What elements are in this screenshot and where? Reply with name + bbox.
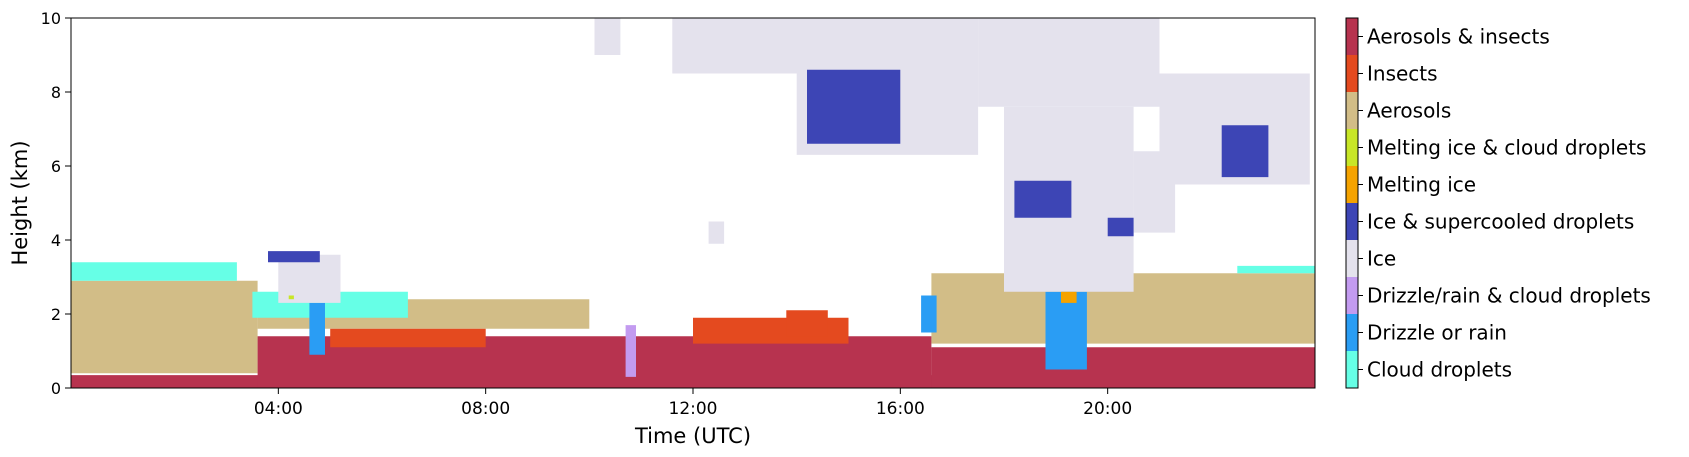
colorbar-swatch-aerosols [1346, 92, 1358, 129]
colorbar-swatch-cloud-droplets [1346, 351, 1358, 388]
colorbar-swatch-melting-ice [1346, 166, 1358, 203]
x-tick-label: 16:00 [876, 399, 925, 419]
y-tick-label: 8 [51, 83, 61, 102]
region-ice-16 [594, 18, 621, 55]
colorbar-swatch-ice [1346, 240, 1358, 277]
region-melting-ice-cloud-droplets-31 [288, 295, 294, 300]
colorbar-label-aerosols: Aerosols [1367, 99, 1451, 123]
region-drizzle-or-rain-13 [921, 295, 937, 333]
region-drizzle-rain-cloud-droplets-15 [625, 325, 636, 377]
colorbar-swatch-drizzle-or-rain [1346, 314, 1358, 351]
region-ice-supercooled-droplets-27 [1107, 217, 1134, 237]
region-aerosols-insects-4 [257, 336, 932, 388]
x-tick-label: 20:00 [1083, 399, 1132, 419]
colorbar-swatch-insects [1346, 55, 1358, 92]
colorbar-swatch-melting-ice-cloud-droplets [1346, 129, 1358, 166]
colorbar-label-drizzle-rain-cloud-droplets: Drizzle/rain & cloud droplets [1367, 284, 1651, 308]
y-axis-label: Height (km) [8, 140, 32, 265]
plot-area [70, 17, 1316, 389]
region-ice-19 [978, 18, 1160, 107]
y-tick-label: 10 [41, 9, 61, 28]
region-ice-23 [278, 254, 341, 303]
region-drizzle-or-rain-14 [1045, 291, 1087, 370]
classification-regions [71, 18, 1315, 388]
region-ice-supercooled-droplets-29 [268, 251, 320, 263]
colorbar-swatch-ice-supercooled-droplets [1346, 203, 1358, 240]
colorbar-label-aerosols-insects: Aerosols & insects [1367, 25, 1550, 49]
region-aerosols-0 [71, 280, 258, 374]
y-axis: 0 2 4 6 8 10 [41, 9, 71, 398]
colorbar-label-insects: Insects [1367, 62, 1438, 86]
region-insects-8 [786, 310, 828, 337]
x-axis-label: Time (UTC) [634, 424, 751, 448]
x-tick-label: 04:00 [254, 399, 303, 419]
region-insects-6 [330, 328, 486, 348]
region-cloud-droplets-9 [71, 262, 237, 281]
colorbar-label-drizzle-or-rain: Drizzle or rain [1367, 321, 1507, 345]
region-ice-24 [708, 221, 725, 244]
colorbar-swatch-drizzle-rain-cloud-droplets [1346, 277, 1358, 314]
colorbar-label-ice-supercooled-droplets: Ice & supercooled droplets [1367, 210, 1634, 234]
y-tick-label: 6 [51, 157, 61, 176]
region-ice-supercooled-droplets-26 [1014, 180, 1072, 218]
x-tick-label: 12:00 [669, 399, 718, 419]
colorbar-label-ice: Ice [1367, 247, 1396, 271]
region-drizzle-or-rain-12 [309, 302, 325, 355]
colorbar-label-melting-ice: Melting ice [1367, 173, 1476, 197]
x-tick-label: 08:00 [461, 399, 510, 419]
colorbar-label-melting-ice-cloud-droplets: Melting ice & cloud droplets [1367, 136, 1646, 160]
region-ice-supercooled-droplets-25 [807, 69, 901, 144]
colorbar-legend: Cloud droplets Drizzle or rain Drizzle/rai… [1345, 17, 1651, 389]
colorbar-swatch-aerosols-insects [1346, 18, 1358, 55]
colorbar-frame [1345, 17, 1359, 389]
y-tick-label: 0 [51, 379, 61, 398]
y-tick-label: 2 [51, 305, 61, 324]
colorbar-label-cloud-droplets: Cloud droplets [1367, 358, 1512, 382]
region-melting-ice-30 [1061, 291, 1077, 303]
region-ice-supercooled-droplets-28 [1221, 125, 1269, 178]
region-cloud-droplets-11 [1237, 265, 1315, 274]
y-tick-label: 4 [51, 231, 61, 250]
x-axis: 04:00 08:00 12:00 16:00 20:00 [254, 388, 1132, 419]
region-aerosols-insects-5 [931, 347, 1315, 388]
